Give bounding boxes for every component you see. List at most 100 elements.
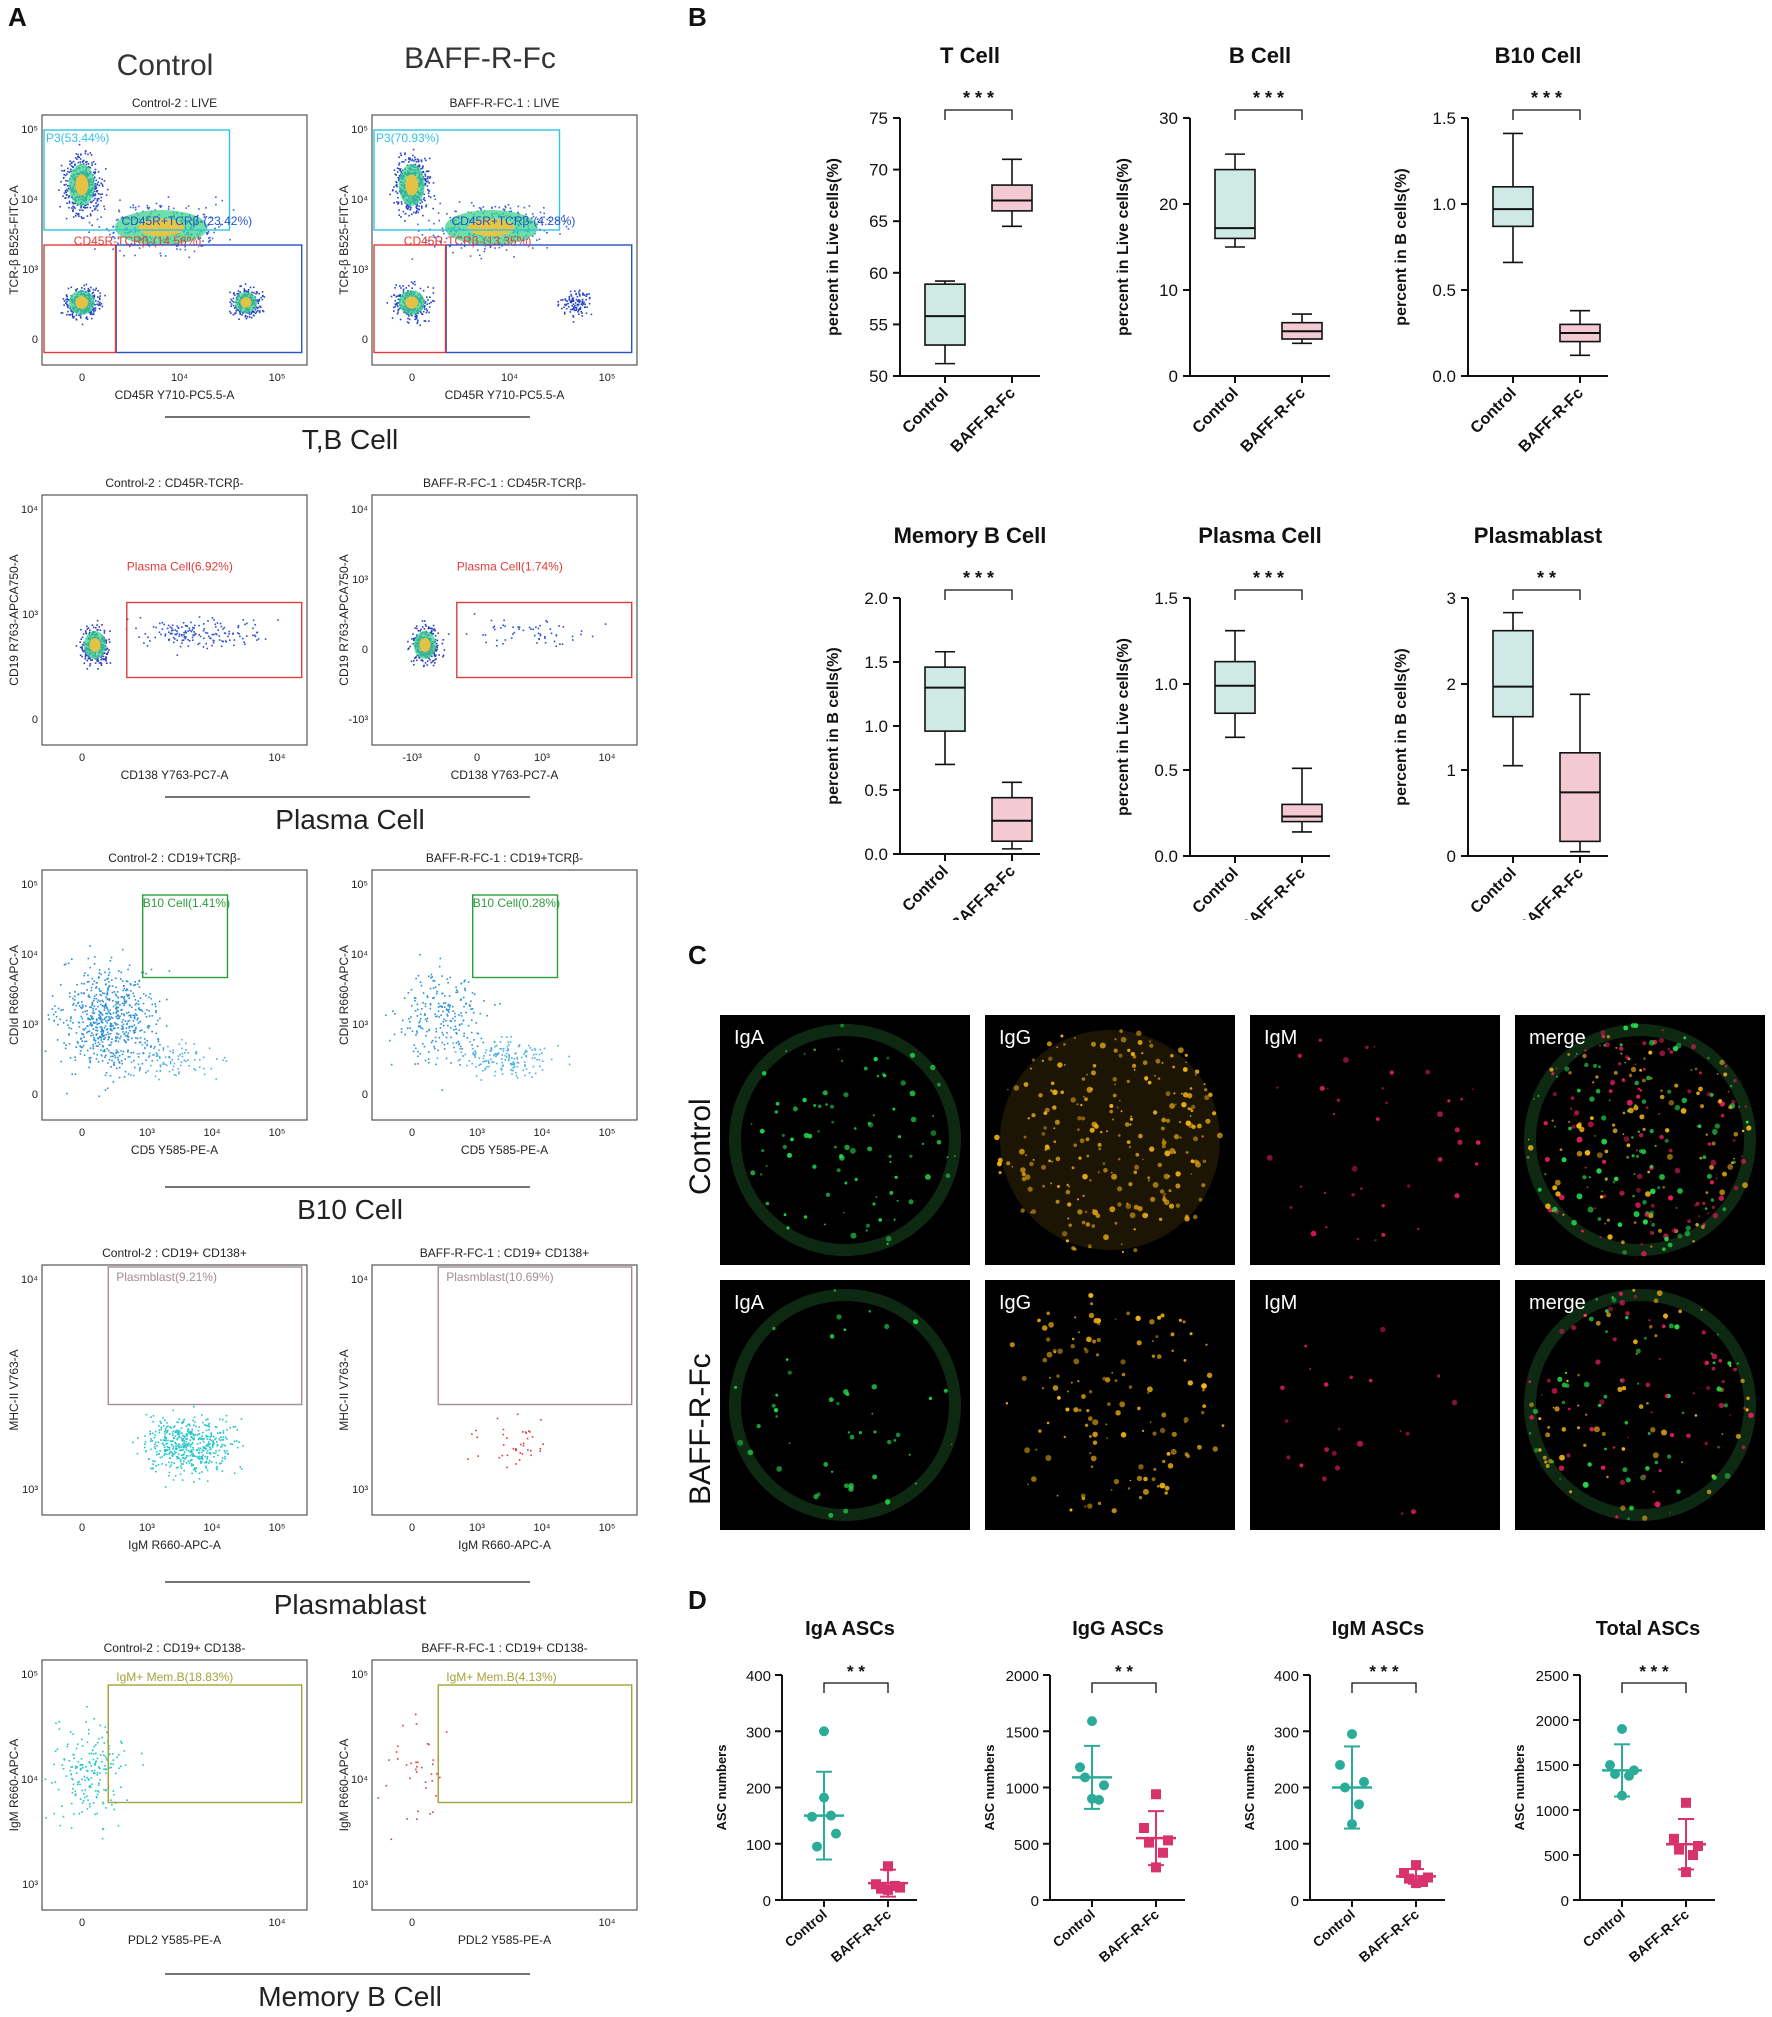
flow-dot bbox=[112, 1025, 114, 1027]
flow-dot bbox=[168, 1070, 171, 1073]
flow-dot bbox=[168, 1475, 170, 1477]
flow-dot bbox=[121, 1002, 124, 1005]
flow-dot bbox=[499, 1002, 501, 1005]
flow-dot bbox=[106, 1012, 109, 1015]
flow-dots bbox=[385, 953, 571, 1091]
flow-dot bbox=[95, 300, 97, 302]
flow-dot bbox=[541, 1052, 543, 1054]
flow-dot bbox=[471, 992, 474, 994]
flow-dot bbox=[237, 309, 240, 312]
flow-dot bbox=[447, 1011, 450, 1013]
flow-dot bbox=[417, 319, 419, 322]
flow-dot bbox=[146, 206, 149, 209]
flow-dot bbox=[243, 291, 246, 293]
flow-dot bbox=[107, 1062, 109, 1064]
flow-dot bbox=[77, 1001, 80, 1004]
flow-dot bbox=[63, 170, 65, 172]
flow-dot bbox=[103, 1018, 106, 1021]
flow-dot bbox=[549, 216, 551, 219]
flow-dot bbox=[174, 1431, 176, 1434]
flow-dot bbox=[586, 293, 588, 296]
flow-dot bbox=[424, 1059, 427, 1062]
flow-dot bbox=[398, 164, 400, 166]
flow-dot bbox=[434, 198, 437, 201]
flow-dot bbox=[62, 1009, 64, 1011]
flow-dot bbox=[168, 205, 170, 208]
flow-dot bbox=[433, 980, 436, 982]
flow-dot bbox=[432, 234, 435, 237]
flow-dot bbox=[115, 1007, 117, 1009]
flow-dot bbox=[446, 1009, 448, 1011]
flow-dot bbox=[447, 1003, 450, 1006]
flow-dot bbox=[540, 220, 543, 223]
flow-dot bbox=[398, 168, 400, 170]
flow-plot-frame bbox=[41, 869, 308, 1121]
flow-dot bbox=[97, 999, 100, 1001]
flow-gate bbox=[141, 894, 229, 979]
flow-dot bbox=[424, 662, 427, 664]
flow-dot bbox=[71, 958, 73, 960]
flow-dot bbox=[96, 1023, 99, 1026]
flow-dot bbox=[179, 645, 182, 648]
flow-dot bbox=[103, 1007, 106, 1009]
flow-dot bbox=[484, 1068, 486, 1071]
flow-dot bbox=[128, 1004, 131, 1006]
flow-dot bbox=[575, 298, 578, 301]
flow-dot bbox=[177, 627, 180, 629]
flow-dot bbox=[82, 650, 85, 653]
flow-dot bbox=[521, 1056, 523, 1059]
flow-dot bbox=[90, 313, 92, 316]
flow-dot bbox=[466, 1037, 469, 1039]
flow-dot bbox=[151, 1440, 154, 1442]
flow-dot bbox=[80, 153, 82, 156]
flow-dot bbox=[66, 190, 69, 192]
flow-dot bbox=[410, 660, 413, 663]
flow-dot bbox=[234, 1425, 237, 1428]
flow-dot bbox=[223, 1444, 225, 1446]
flow-dot bbox=[212, 639, 215, 642]
flow-dot bbox=[155, 1430, 157, 1433]
flow-dot bbox=[410, 1016, 412, 1018]
flow-dot bbox=[94, 194, 96, 197]
flow-dot bbox=[87, 163, 90, 165]
flow-dot bbox=[165, 1025, 168, 1027]
flow-dot bbox=[426, 170, 429, 172]
flow-dot bbox=[572, 303, 575, 306]
flow-dot bbox=[208, 241, 210, 243]
flow-gate-label: CD45R+TCRβ-(4.28%) bbox=[452, 214, 576, 228]
flow-dot bbox=[424, 1003, 427, 1005]
flow-dot bbox=[86, 1013, 88, 1016]
flow-dot bbox=[470, 202, 473, 204]
flow-dot bbox=[431, 629, 433, 632]
flow-dot bbox=[101, 1055, 103, 1057]
flow-dot bbox=[174, 633, 176, 636]
flow-dot bbox=[105, 168, 107, 170]
flow-dot bbox=[192, 1434, 195, 1436]
flow-dot bbox=[561, 643, 564, 645]
flow-dot bbox=[159, 622, 161, 625]
flow-dot bbox=[94, 248, 96, 250]
flow-dot bbox=[153, 1054, 155, 1056]
flow-dot bbox=[489, 245, 492, 248]
flow-dot bbox=[437, 1010, 440, 1012]
flow-dot bbox=[94, 163, 97, 166]
flow-dot bbox=[432, 207, 434, 210]
flow-dot bbox=[511, 1062, 513, 1065]
flow-dot bbox=[106, 228, 108, 230]
flow-dot bbox=[435, 642, 438, 645]
flow-dot bbox=[211, 633, 214, 636]
flow-dot bbox=[163, 1439, 166, 1442]
flow-plot-title: Control-2 : CD19+TCRβ- bbox=[108, 851, 241, 865]
flow-dot bbox=[87, 1030, 89, 1033]
flow-dot bbox=[91, 1012, 94, 1014]
flow-dot bbox=[480, 1079, 483, 1081]
flow-dot bbox=[189, 1460, 192, 1462]
flow-dot bbox=[447, 633, 450, 635]
flow-dot bbox=[199, 1442, 201, 1444]
flow-dot bbox=[416, 322, 419, 325]
flow-dot bbox=[83, 1054, 86, 1056]
flow-dot bbox=[129, 1029, 131, 1032]
flow-dot bbox=[93, 1038, 96, 1041]
flow-dot bbox=[103, 1034, 105, 1037]
flow-dot bbox=[206, 233, 208, 235]
